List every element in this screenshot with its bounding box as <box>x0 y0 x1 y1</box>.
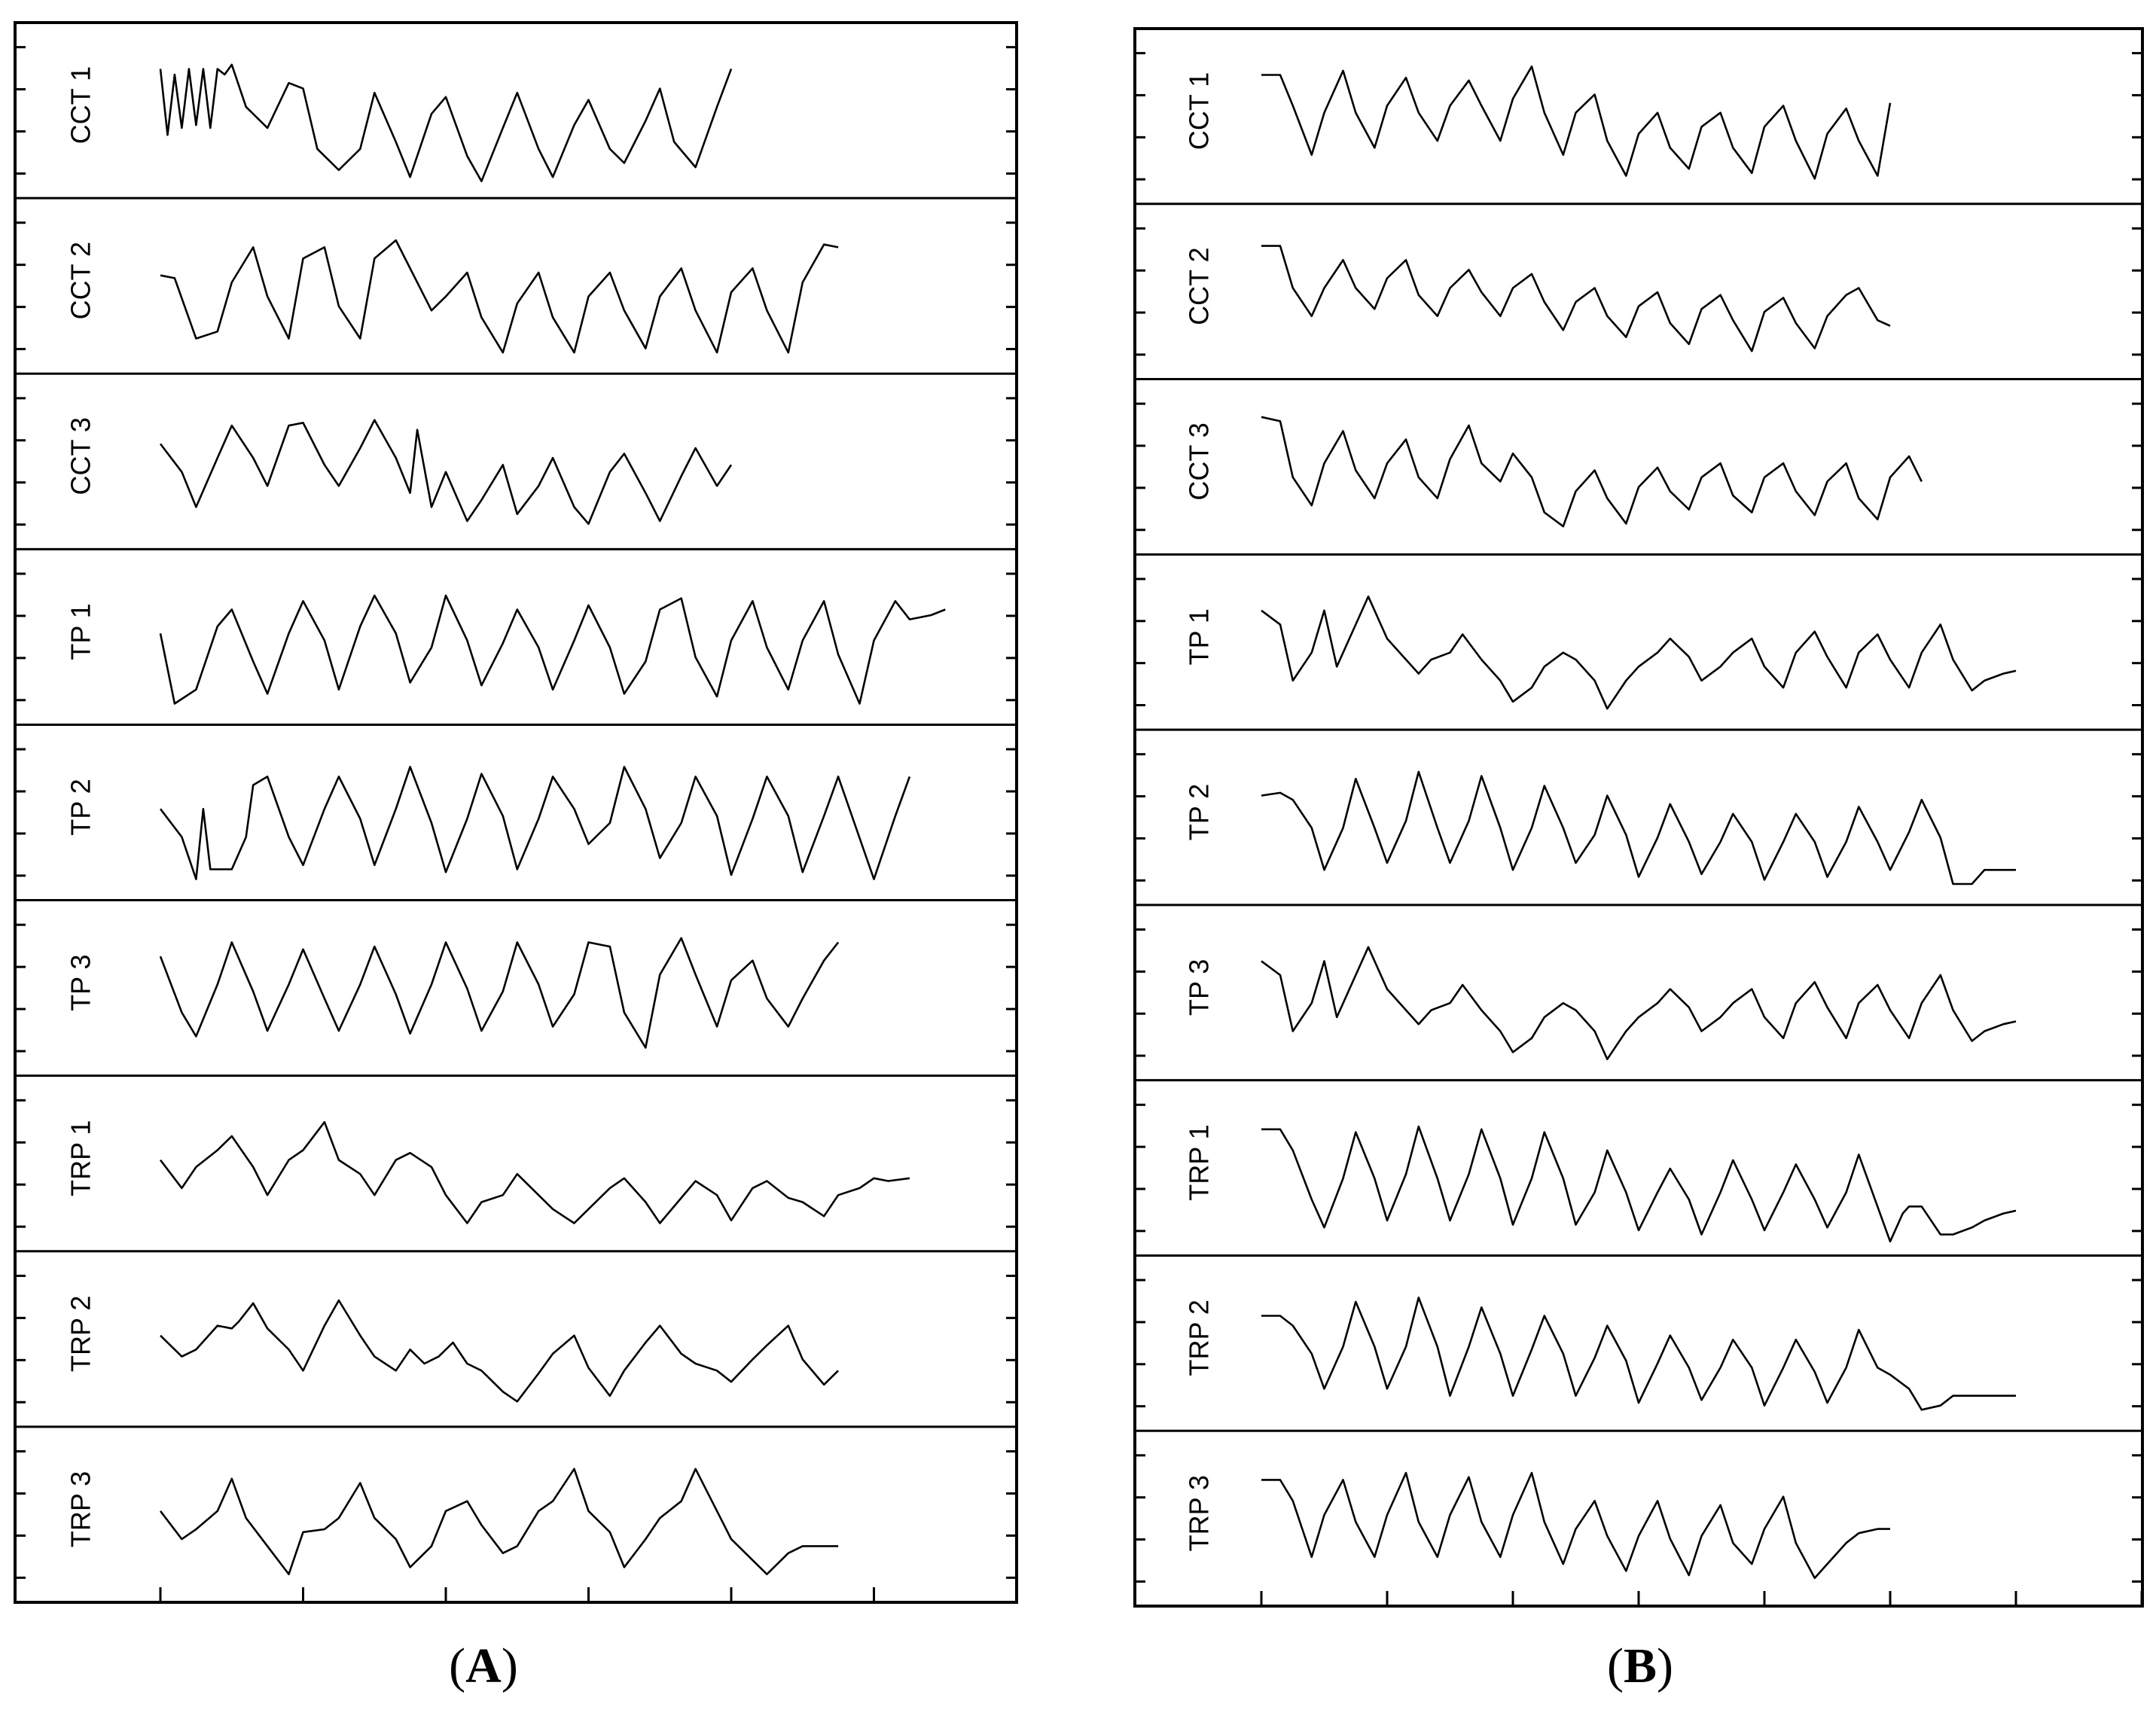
subplot-tp-3: TP 3 <box>1135 904 2142 1060</box>
series-label: CCT 3 <box>66 417 96 495</box>
series-label: TP 2 <box>1184 784 1215 840</box>
subplot-tp-1: TP 1 <box>1135 553 2142 710</box>
subplot-cct-2: CCT 2 <box>15 197 1017 354</box>
series-line <box>160 239 839 354</box>
caption-open-paren: ( <box>449 1638 466 1693</box>
subplot-trp-2: TRP 2 <box>15 1250 1017 1404</box>
subplot-tp-3: TP 3 <box>15 899 1017 1053</box>
series-line <box>1261 245 1891 352</box>
series-line <box>1261 1125 2017 1243</box>
subplot-trp-2: TRP 2 <box>1135 1254 2142 1411</box>
series-line <box>159 937 840 1049</box>
subplot-trp-3: TRP 3 <box>15 1425 1017 1579</box>
series-label: TP 3 <box>1184 959 1215 1016</box>
subplot-trp-1: TRP 1 <box>15 1074 1017 1228</box>
series-line <box>159 63 733 182</box>
subplot-cct-1: CCT 1 <box>15 46 1017 182</box>
series-line <box>159 1468 839 1575</box>
series-line <box>1261 66 1892 180</box>
subplot-tp-2: TP 2 <box>15 723 1017 880</box>
series-label: CCT 2 <box>66 242 96 319</box>
series-line <box>159 419 733 526</box>
series-line <box>1261 1297 2016 1411</box>
series-line <box>1261 770 2016 885</box>
subplot-trp-3: TRP 3 <box>1135 1429 2142 1583</box>
series-label: CCT 3 <box>1184 422 1215 500</box>
panel-b: CCT 1 CCT 2 CCT 3 TP 1 TP 2 TP 3 TRP 1 TRP 2 TRP… <box>1133 27 2144 1608</box>
caption-letter: A <box>465 1638 502 1693</box>
series-label: TRP 2 <box>1184 1300 1215 1376</box>
series-label: TRP 3 <box>66 1471 96 1547</box>
series-line <box>1261 946 2017 1060</box>
series-label: TRP 1 <box>66 1120 96 1196</box>
panel-caption-a: (A) <box>371 1638 596 1695</box>
series-label: TP 1 <box>66 603 96 660</box>
series-line <box>1261 1471 1890 1580</box>
series-line <box>160 1299 840 1403</box>
subplot-cct-3: CCT 3 <box>15 372 1017 526</box>
subplot-cct-3: CCT 3 <box>1135 378 2142 532</box>
subplot-tp-1: TP 1 <box>15 547 1017 705</box>
panel-caption-b: (B) <box>1527 1638 1753 1695</box>
series-label: TP 2 <box>66 779 96 835</box>
series-label: CCT 1 <box>1184 72 1215 150</box>
series-line <box>159 766 911 880</box>
subplot-tp-2: TP 2 <box>1135 728 2142 885</box>
subplot-cct-1: CCT 1 <box>1135 52 2142 181</box>
caption-close-paren: ) <box>1657 1638 1673 1693</box>
caption-open-paren: ( <box>1607 1638 1624 1693</box>
panel-frame <box>14 21 1018 1604</box>
series-label: CCT 2 <box>1184 248 1215 325</box>
series-label: TP 1 <box>1184 608 1215 665</box>
panel-a: CCT 1 CCT 2 CCT 3 TP 1 TP 2 TP 3 TRP 1 TRP 2 TRP… <box>14 21 1018 1604</box>
caption-close-paren: ) <box>501 1638 518 1693</box>
series-label: CCT 1 <box>66 66 96 144</box>
series-line <box>159 594 946 705</box>
series-label: TRP 1 <box>1184 1124 1215 1200</box>
series-label: TP 3 <box>66 954 96 1010</box>
series-line <box>159 1120 910 1224</box>
series-line <box>1261 416 1923 528</box>
subplot-cct-2: CCT 2 <box>1135 203 2142 356</box>
series-label: TRP 2 <box>66 1296 96 1372</box>
series-label: TRP 3 <box>1184 1475 1215 1551</box>
caption-letter: B <box>1623 1638 1657 1693</box>
series-line <box>1261 595 2017 710</box>
subplot-trp-1: TRP 1 <box>1135 1079 2142 1243</box>
